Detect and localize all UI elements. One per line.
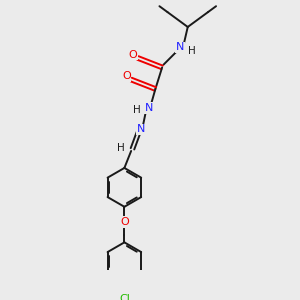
Text: Cl: Cl bbox=[119, 294, 130, 300]
Text: H: H bbox=[188, 46, 196, 56]
Text: H: H bbox=[133, 105, 140, 115]
Text: N: N bbox=[136, 124, 145, 134]
Text: N: N bbox=[145, 103, 153, 113]
Text: O: O bbox=[129, 50, 137, 60]
Text: N: N bbox=[176, 42, 184, 52]
Text: H: H bbox=[117, 143, 125, 153]
Text: O: O bbox=[120, 217, 129, 227]
Text: O: O bbox=[122, 71, 131, 81]
